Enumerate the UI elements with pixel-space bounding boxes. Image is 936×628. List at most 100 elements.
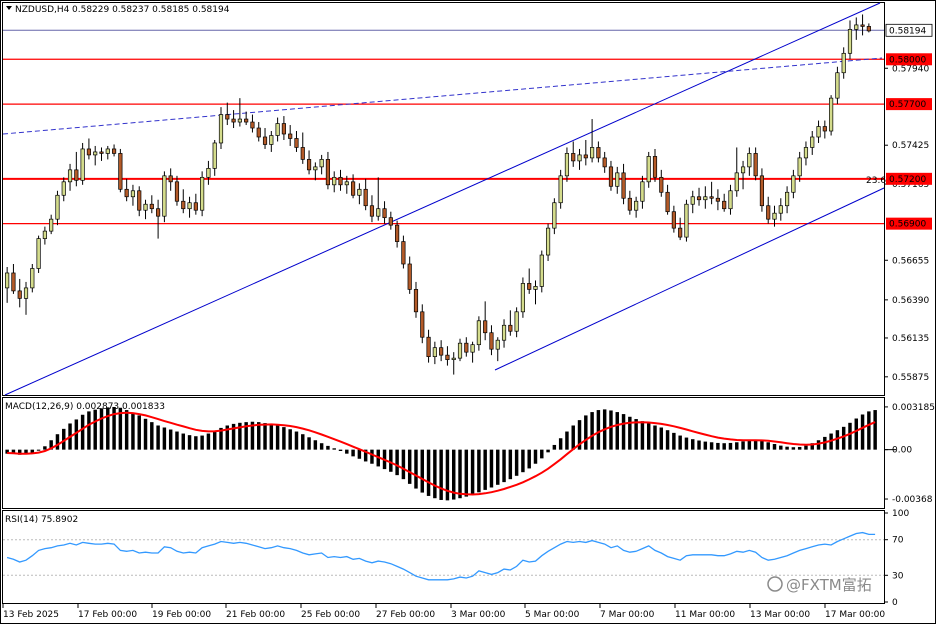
macd-bar <box>319 443 324 450</box>
candle <box>413 281 419 318</box>
channel-upper-line[interactable] <box>4 2 881 396</box>
channel-lower-line[interactable] <box>494 187 885 371</box>
candle <box>709 181 714 205</box>
candle-body <box>162 175 167 217</box>
price-trendlines <box>2 2 885 396</box>
candle <box>363 178 368 211</box>
level-label-box <box>886 98 932 111</box>
candle-body <box>156 208 161 217</box>
candle-body <box>564 153 570 177</box>
macd-bar <box>36 449 41 451</box>
macd-bar <box>288 429 292 450</box>
candle-body <box>86 148 91 156</box>
candle-body <box>457 342 463 359</box>
candle-body <box>376 208 381 217</box>
time-tick-label: 13 Mar 00:00 <box>750 610 810 620</box>
candle <box>759 168 765 212</box>
rsi-line <box>6 531 876 581</box>
macd-bar <box>760 440 764 450</box>
macd-bar <box>678 435 682 450</box>
candle-body <box>225 114 230 120</box>
macd-bar <box>55 434 60 450</box>
price-axis: 0.57940 0.57425 0.57165 0.56655 0.56390 0.561… <box>884 23 933 383</box>
macd-bar <box>835 430 840 450</box>
candle <box>344 175 349 194</box>
candle <box>118 148 123 193</box>
macd-bar <box>854 418 859 450</box>
price-tick-label: 0.56655 <box>892 256 929 266</box>
macd-bar <box>257 422 261 450</box>
time-tick-label: 11 Mar 00:00 <box>675 610 735 620</box>
candle-body <box>627 197 632 211</box>
macd-bar <box>345 449 349 454</box>
candle <box>231 110 236 129</box>
candle-body <box>545 227 551 256</box>
candle-body <box>206 168 211 178</box>
candle-body <box>344 181 349 186</box>
candle-body <box>357 188 362 196</box>
candle-body <box>665 191 670 213</box>
candle-body <box>74 169 79 181</box>
macd-bar <box>156 425 160 450</box>
rsi-axis: 100 70 30 0 <box>884 509 909 608</box>
macd-bar <box>30 449 35 454</box>
macd-bar <box>269 424 274 450</box>
macd-bar <box>282 427 286 450</box>
candle <box>36 235 41 273</box>
candle <box>143 199 148 220</box>
candle <box>382 201 387 224</box>
current-price-label: 0.58194 <box>889 26 926 36</box>
candle-body <box>703 196 708 201</box>
candle-body <box>501 324 507 341</box>
macd-bar <box>558 438 563 450</box>
candle-body <box>684 203 689 238</box>
macd-bar <box>489 449 494 488</box>
candle <box>269 131 274 152</box>
candle <box>734 147 739 197</box>
candle-body <box>829 97 834 132</box>
candle <box>501 319 507 348</box>
candle-body <box>269 135 274 145</box>
candle-body <box>187 202 192 210</box>
candle-body <box>168 175 173 183</box>
candle <box>105 145 110 160</box>
macd-bar <box>143 418 148 450</box>
price-panel-border <box>2 2 885 396</box>
candle <box>42 226 47 245</box>
candle-body <box>552 202 557 229</box>
macd-bar <box>779 445 783 450</box>
macd-bar <box>565 431 569 450</box>
macd-bar <box>451 449 456 500</box>
candle <box>835 66 840 105</box>
macd-bar <box>697 440 701 450</box>
candle <box>646 151 651 188</box>
candle <box>533 280 538 305</box>
macd-bar <box>439 449 443 500</box>
macd-bar <box>816 440 821 450</box>
macd-bar <box>263 423 267 450</box>
candle <box>596 141 601 163</box>
candle <box>130 184 136 206</box>
candle <box>822 120 827 139</box>
macd-bar <box>194 436 198 450</box>
candle-body <box>621 172 626 199</box>
price-tick-label: 0.57940 <box>892 64 929 74</box>
candle-body <box>382 208 387 219</box>
macd-bar <box>150 422 154 450</box>
candle-body <box>319 159 324 168</box>
candle <box>728 184 733 215</box>
candle <box>615 166 620 194</box>
macd-bar <box>691 439 695 450</box>
candle-body <box>420 311 425 338</box>
candle-body <box>866 26 871 32</box>
candle <box>841 47 846 79</box>
macd-bar <box>74 419 79 450</box>
macd-bar <box>401 449 406 480</box>
candle <box>420 304 425 344</box>
candle <box>571 141 576 167</box>
macd-bar <box>420 449 425 493</box>
macd-tick-label: 0.00 <box>892 446 912 456</box>
candle-body <box>590 147 595 159</box>
candle <box>80 142 85 185</box>
trend-dashed-line[interactable] <box>2 57 883 135</box>
